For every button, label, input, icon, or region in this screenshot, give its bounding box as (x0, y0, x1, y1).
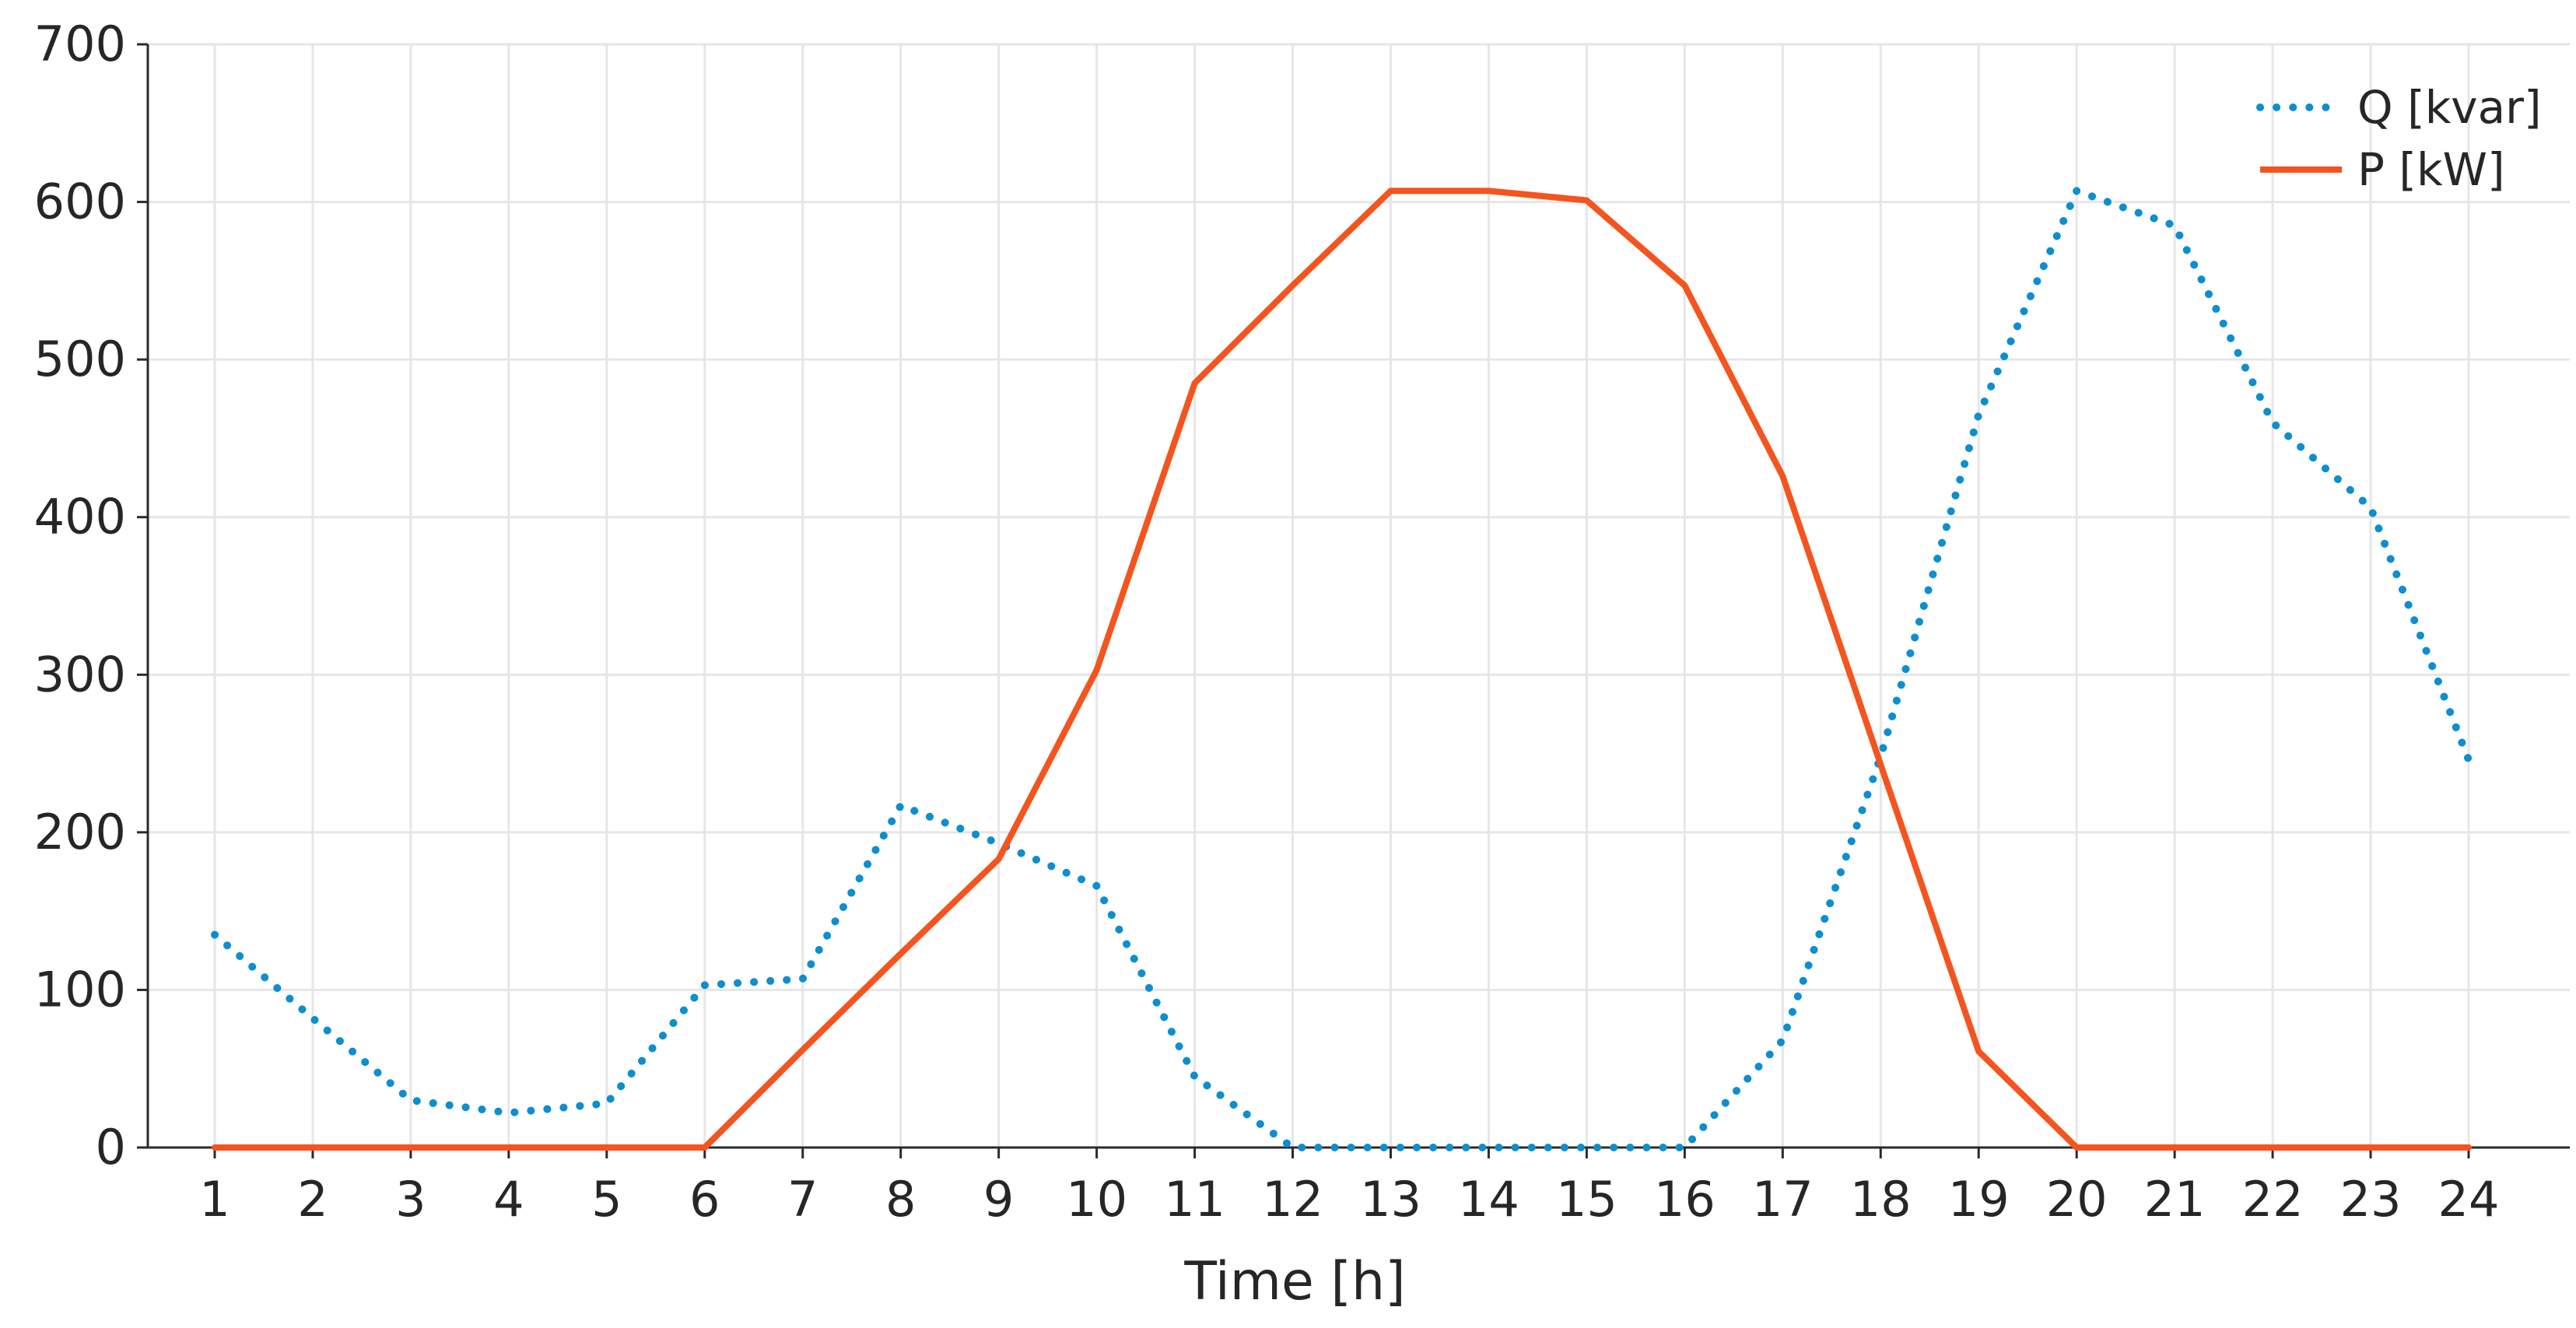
series-line-p (212, 187, 2472, 1151)
x-tick-label: 6 (689, 1171, 720, 1228)
x-tick-label: 7 (787, 1171, 818, 1228)
x-tick-label: 19 (1948, 1171, 2010, 1228)
x-tick-label: 22 (2242, 1171, 2304, 1228)
x-tick-label: 12 (1262, 1171, 1323, 1228)
grid (148, 43, 2570, 1148)
y-tick-label: 600 (34, 173, 126, 230)
x-tick-label: 20 (2046, 1171, 2108, 1228)
x-tick-label: 21 (2144, 1171, 2206, 1228)
y-tick-label: 700 (34, 16, 126, 72)
series-line-q (211, 187, 2473, 1151)
x-tick-label: 11 (1164, 1171, 1225, 1228)
series-lines (211, 187, 2473, 1151)
x-tick-label: 9 (983, 1171, 1014, 1228)
x-axis-title: Time [h] (1183, 1251, 1405, 1312)
x-tick-label: 24 (2438, 1171, 2500, 1228)
x-tick-label: 16 (1654, 1171, 1716, 1228)
y-tick-label: 0 (96, 1119, 126, 1176)
x-tick-label: 13 (1360, 1171, 1421, 1228)
y-tick-label: 500 (34, 331, 126, 387)
y-tick-label: 400 (34, 489, 126, 545)
x-tick-label: 3 (395, 1171, 426, 1228)
x-tick-label: 2 (297, 1171, 328, 1228)
x-tick-label: 5 (591, 1171, 622, 1228)
x-tick-label: 17 (1752, 1171, 1814, 1228)
x-tick-label: 8 (885, 1171, 916, 1228)
x-tick-label: 23 (2340, 1171, 2402, 1228)
legend: Q [kvar] P [kW] (2256, 81, 2542, 196)
x-tick-label: 10 (1066, 1171, 1127, 1228)
y-tick-label: 200 (34, 804, 126, 860)
legend-label: Q [kvar] (2357, 81, 2542, 134)
y-tick-label: 100 (34, 961, 126, 1018)
x-tick-label: 15 (1556, 1171, 1617, 1228)
x-tick-label: 14 (1458, 1171, 1519, 1228)
x-tick-label: 18 (1850, 1171, 1912, 1228)
x-tick-label: 4 (493, 1171, 524, 1228)
x-tick-label: 1 (199, 1171, 230, 1228)
legend-label: P [kW] (2357, 143, 2505, 196)
y-tick-label: 300 (34, 646, 126, 703)
